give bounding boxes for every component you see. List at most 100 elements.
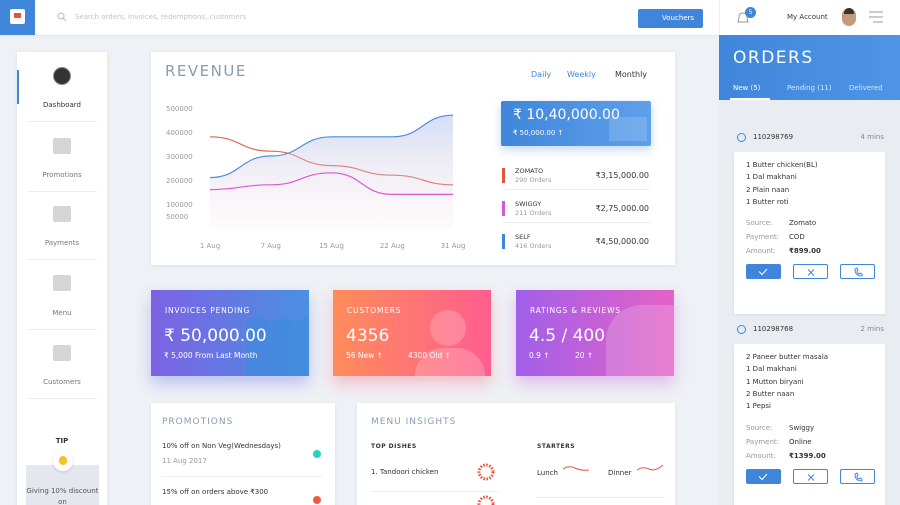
reject-button[interactable] bbox=[793, 264, 828, 280]
y-tick-label: 500000 bbox=[166, 105, 193, 113]
call-button[interactable] bbox=[840, 264, 875, 280]
logo-dot bbox=[14, 13, 21, 18]
source-color bbox=[502, 168, 505, 183]
status-circle bbox=[737, 325, 746, 334]
decoration bbox=[606, 305, 674, 376]
dish-chart bbox=[477, 495, 495, 505]
decoration bbox=[246, 315, 309, 376]
source-amount: ₹2,75,000.00 bbox=[595, 204, 649, 213]
icon bbox=[758, 268, 768, 276]
source-amount: ₹3,15,000.00 bbox=[595, 171, 649, 180]
dish-chart bbox=[477, 463, 495, 481]
avatar[interactable] bbox=[842, 8, 856, 26]
decoration bbox=[609, 117, 647, 141]
nav-label[interactable]: Promotions bbox=[42, 171, 82, 179]
order-item: 2 Paneer butter masala bbox=[746, 353, 829, 361]
divider bbox=[27, 329, 97, 330]
nav-label[interactable]: Payments bbox=[44, 239, 80, 247]
tab-indicator bbox=[730, 98, 770, 100]
tab[interactable]: Monthly bbox=[615, 70, 648, 79]
promotions-card bbox=[151, 403, 335, 505]
stat-value: 4356 bbox=[346, 326, 390, 346]
nav-icon bbox=[53, 345, 71, 361]
button-icon bbox=[807, 269, 815, 277]
nav-icon bbox=[53, 138, 71, 154]
detail-label: Source: bbox=[746, 219, 773, 228]
line bbox=[209, 114, 454, 179]
x-tick-label: 31 Aug bbox=[441, 242, 466, 250]
tip-title: TIP bbox=[55, 437, 69, 445]
orders-tab[interactable]: Pending (11) bbox=[787, 84, 832, 92]
menu-icon[interactable] bbox=[869, 11, 883, 23]
orders-tab[interactable]: New (5) bbox=[733, 84, 761, 92]
account-link[interactable]: My Account bbox=[787, 13, 828, 21]
bell-icon[interactable] bbox=[736, 11, 750, 26]
nav-label[interactable]: Customers bbox=[43, 378, 81, 386]
detail-value: ₹899.00 bbox=[789, 247, 821, 256]
orders-header bbox=[719, 35, 900, 100]
source-amount: ₹4,50,000.00 bbox=[595, 237, 649, 246]
promotion-date: 11 Aug 2017 bbox=[162, 457, 207, 465]
source-name: SWIGGY bbox=[515, 200, 542, 208]
revenue-total-card: ₹ 10,40,000.00 ₹ 50,000.00 ↑ bbox=[501, 101, 651, 146]
y-tick-label: 400000 bbox=[166, 129, 193, 137]
source-color bbox=[502, 234, 505, 249]
revenue-change: ₹ 50,000.00 ↑ bbox=[513, 129, 564, 137]
stat-title: RATINGS & REVIEWS bbox=[530, 306, 621, 315]
tab[interactable]: Weekly bbox=[567, 70, 596, 79]
source-name: SELF bbox=[515, 233, 531, 241]
detail-value: Zomato bbox=[789, 219, 817, 228]
active-indicator bbox=[17, 70, 19, 104]
divider bbox=[27, 121, 97, 122]
order-item: 2 Plain naan bbox=[746, 185, 790, 194]
order-time: 4 mins bbox=[860, 133, 884, 141]
nav-icon bbox=[53, 206, 71, 222]
call-button[interactable] bbox=[840, 468, 875, 484]
button-icon bbox=[854, 471, 863, 482]
status-dot bbox=[313, 496, 321, 504]
detail-label: Amount: bbox=[746, 451, 776, 460]
source-color bbox=[502, 201, 505, 216]
notification-badge: 5 bbox=[745, 7, 756, 18]
dish: 1. Tandoori chicken bbox=[371, 468, 439, 476]
decoration bbox=[415, 348, 485, 376]
order-item: 1 Dal makhani bbox=[746, 365, 797, 374]
nav-label[interactable]: Menu bbox=[52, 309, 72, 317]
vouchers-button[interactable]: Vouchers bbox=[638, 9, 703, 28]
status-dot bbox=[313, 450, 321, 458]
detail-value: Swiggy bbox=[789, 423, 815, 432]
stat-value: ₹ 50,000.00 bbox=[164, 326, 267, 346]
button-icon bbox=[854, 267, 863, 277]
order-time: 2 mins bbox=[860, 325, 884, 333]
stat-title: INVOICES PENDING bbox=[165, 306, 251, 315]
logo[interactable] bbox=[0, 0, 35, 35]
menu-insights-title: MENU INSIGHTS bbox=[371, 417, 457, 427]
order-id: 110298768 bbox=[753, 325, 794, 333]
reject-button[interactable] bbox=[793, 468, 828, 484]
nav-icon bbox=[53, 275, 71, 291]
divider bbox=[27, 259, 97, 260]
search-input[interactable]: Search orders, invoices, redemptions, cu… bbox=[75, 13, 247, 21]
stat-detail: 4300 Old ↑ bbox=[408, 351, 451, 360]
detail-label: Payment: bbox=[746, 437, 780, 446]
accept-button[interactable] bbox=[746, 468, 781, 484]
starter: Lunch bbox=[537, 469, 558, 477]
nav-label[interactable]: Dashboard bbox=[43, 101, 81, 109]
source-orders: 290 Orders bbox=[515, 176, 552, 184]
search-icon bbox=[57, 12, 67, 22]
x-tick-label: 1 Aug bbox=[200, 242, 220, 250]
order-item: 2 Butter naan bbox=[746, 389, 795, 398]
accept-button[interactable] bbox=[746, 264, 781, 280]
divider bbox=[162, 476, 322, 477]
tip-text: Giving 10% discount on bbox=[26, 487, 99, 505]
icon bbox=[758, 473, 768, 480]
stat-title: CUSTOMERS bbox=[347, 306, 402, 315]
detail-label: Source: bbox=[746, 423, 773, 432]
orders-tab[interactable]: Delivered bbox=[849, 84, 883, 92]
section-title: STARTERS bbox=[537, 443, 576, 450]
divider bbox=[502, 222, 650, 223]
revenue-total: ₹ 10,40,000.00 bbox=[513, 107, 620, 123]
area bbox=[210, 115, 453, 228]
tab[interactable]: Daily bbox=[531, 70, 552, 79]
